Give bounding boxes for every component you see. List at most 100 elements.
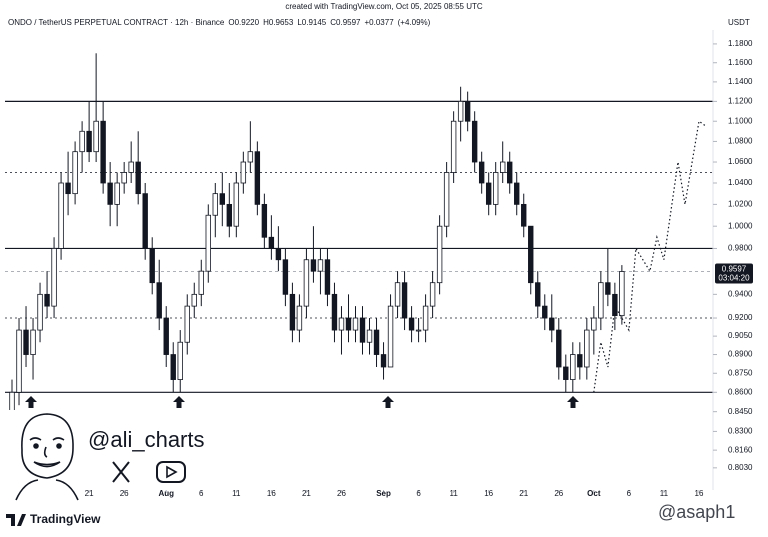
currency: USDT (728, 18, 750, 27)
x-tick-label: 26 (337, 489, 346, 498)
x-tick-label: 11 (660, 489, 669, 498)
countdown: 03:04:20 (718, 274, 750, 283)
candle-body (184, 305, 190, 343)
candle-body (380, 354, 387, 368)
candle-body (563, 366, 569, 380)
x-tick-label: 21 (85, 489, 94, 498)
candle-body (261, 203, 268, 238)
candle-body (514, 182, 520, 205)
candle-body (485, 182, 492, 205)
y-tick-label: 1.1000 (728, 116, 753, 125)
logo-mark (6, 514, 26, 526)
candle-body (507, 161, 513, 184)
youtube-play (166, 465, 178, 479)
candle-body (443, 172, 450, 227)
y-tick-label: 1.0800 (728, 137, 753, 146)
y-tick-label: 0.9200 (728, 313, 753, 322)
x-tick-label: 26 (554, 489, 563, 498)
candle-body (422, 305, 429, 331)
candle-body (191, 293, 197, 307)
candle-body (577, 354, 583, 368)
candle-body (436, 225, 443, 284)
candle-body (528, 225, 534, 284)
y-tick-label: 0.8750 (728, 368, 753, 377)
x-tick-label: 16 (695, 489, 704, 498)
candle-body (296, 305, 303, 331)
created-note: created with TradingView.com, Oct 05, 20… (285, 2, 483, 11)
candle-body (598, 282, 604, 319)
x-tick-label: Sep (376, 489, 391, 498)
candle-body (72, 151, 78, 195)
candle-body (128, 161, 134, 173)
candle-body (240, 161, 247, 184)
y-tick-label: 0.8450 (728, 407, 753, 416)
candle-body (549, 317, 555, 331)
candle-body (23, 329, 29, 355)
candle-body (121, 172, 127, 184)
y-tick-label: 1.1800 (728, 39, 753, 48)
y-tick-label: 0.8300 (728, 427, 753, 436)
y-tick-label: 0.8600 (728, 387, 753, 396)
candle-body (310, 259, 317, 272)
candle-body (429, 282, 436, 307)
candle-body (535, 282, 541, 307)
candle-body (226, 203, 233, 227)
candle-body (51, 248, 57, 307)
y-tick-label: 0.8030 (728, 463, 753, 472)
arrow-up (173, 396, 185, 408)
candle-body (542, 305, 548, 319)
avatar (15, 413, 79, 501)
candle-body (135, 161, 141, 195)
tradingview-logo: TradingView (6, 512, 101, 526)
x-tick-label: 16 (484, 489, 493, 498)
candle-body (44, 293, 50, 307)
candles-layer (2, 53, 625, 472)
candle-body (86, 130, 92, 153)
symbol-title: ONDO / TetherUS PERPETUAL CONTRACT · 12h… (8, 18, 225, 27)
x-tick-label: 6 (416, 489, 421, 498)
candle-body (387, 305, 394, 368)
y-tick-label: 0.9800 (728, 244, 753, 253)
candle-body (107, 182, 113, 205)
y-tick-label: 1.1400 (728, 77, 753, 86)
candle-body (282, 259, 289, 295)
arrow-up (25, 396, 37, 408)
y-tick-label: 0.9400 (728, 289, 753, 298)
candle-body (612, 293, 618, 317)
candle-body (212, 193, 218, 216)
candle-body (268, 236, 275, 249)
ohlc-value: H0.9653 (263, 18, 294, 27)
last-price-box (715, 263, 753, 284)
candle-body (247, 151, 254, 163)
candle-body (605, 282, 611, 295)
arrow-up (567, 396, 579, 408)
y-tick-label: 1.1200 (728, 96, 753, 105)
arrow-up (382, 396, 394, 408)
arrows (25, 396, 579, 408)
ohlc-value: +0.0377 (365, 18, 395, 27)
candle-body (500, 161, 506, 173)
candle-body (177, 341, 183, 380)
y-tick-label: 1.0200 (728, 199, 753, 208)
last-price-label: 0.9597 (722, 265, 747, 274)
candle-body (317, 259, 324, 272)
x-tick-label: 6 (199, 489, 204, 498)
candle-body (114, 182, 120, 205)
candle-body (345, 317, 352, 331)
candle-body (521, 203, 527, 227)
candle-body (492, 172, 499, 205)
x-tick-label: 21 (519, 489, 528, 498)
y-tick-label: 0.8160 (728, 445, 753, 454)
candle-body (324, 259, 331, 295)
candle-body (352, 317, 359, 331)
x-tick-label: Aug (158, 489, 174, 498)
candle-body (219, 193, 226, 205)
author-badge: @ali_charts (0, 410, 205, 502)
candle-body (149, 248, 155, 284)
candle-body (401, 282, 408, 319)
candle-body (619, 271, 625, 317)
x-tick-label: 16 (267, 489, 276, 498)
candle-body (16, 329, 22, 393)
